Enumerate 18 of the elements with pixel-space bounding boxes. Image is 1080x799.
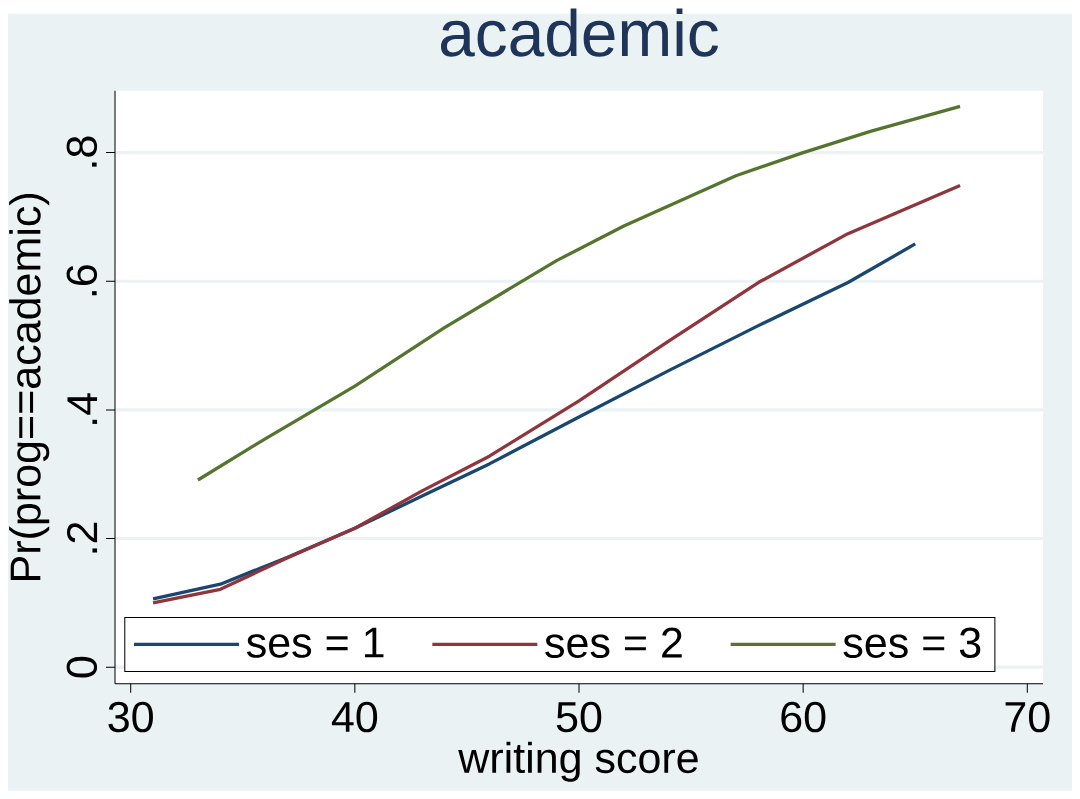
- x-tick-label: 40: [331, 701, 378, 733]
- x-axis-title: writing score: [458, 741, 698, 782]
- x-tick-label: 60: [781, 701, 826, 733]
- y-tick-label: .6: [66, 265, 98, 296]
- legend-label: ses = 1: [246, 627, 384, 658]
- x-tick-label: 50: [556, 701, 602, 733]
- chart-title: academic: [440, 8, 718, 57]
- y-tick-label: 0: [66, 656, 98, 678]
- y-tick-label: .2: [67, 522, 98, 553]
- x-tick-label: 30: [108, 701, 153, 733]
- line-series: [196, 104, 962, 482]
- y-axis-title: Pr(prog==academic): [9, 194, 50, 580]
- y-tick-label: .8: [66, 136, 98, 167]
- legend-label: ses = 2: [545, 627, 682, 659]
- legend-label: ses = 3: [843, 627, 981, 659]
- line-series: [151, 183, 962, 605]
- x-tick-label: 70: [1005, 701, 1050, 733]
- y-tick-label: .4: [67, 393, 98, 424]
